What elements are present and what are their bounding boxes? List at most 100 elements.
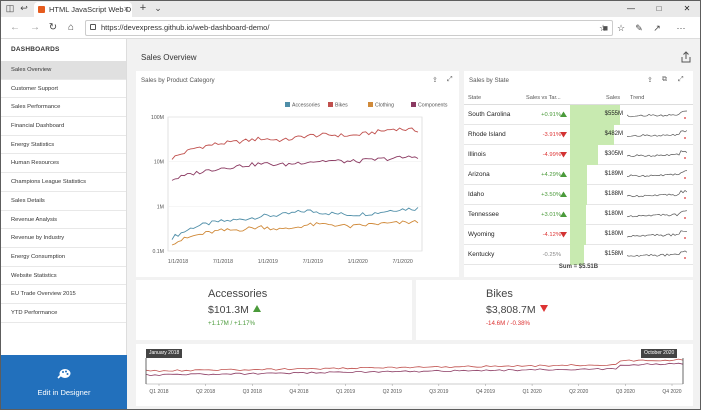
legend-item[interactable]: Components: [411, 102, 447, 109]
sales-value: $180M: [604, 211, 623, 217]
trend-sparkline: [627, 170, 687, 179]
product-category-chart-card: Sales by Product Category ⇪ ⤢ Accessorie…: [136, 71, 459, 277]
chart-export-icon[interactable]: ⇪: [432, 77, 438, 84]
chart-maximize-icon[interactable]: ⤢: [447, 76, 453, 83]
export-icon[interactable]: [680, 51, 692, 63]
edit-in-designer-button[interactable]: Edit in Designer: [1, 355, 127, 409]
designer-icon: [57, 369, 71, 379]
col-sales[interactable]: Sales: [606, 95, 620, 101]
legend-swatch: [285, 102, 290, 107]
table-row[interactable]: Arizona +4.29% $189M: [464, 165, 693, 185]
state-name: Illinois: [468, 151, 486, 158]
browser-tab[interactable]: HTML JavaScript Web D ×: [34, 2, 132, 17]
grid-export-icon[interactable]: ⇪: [647, 77, 653, 84]
legend-swatch: [411, 102, 416, 107]
dashboard-sidebar: DASHBOARDS Sales Overview Customer Suppor…: [1, 39, 127, 409]
x-tick-label: 1/1/2020: [348, 259, 368, 265]
trend-sparkline: [627, 130, 687, 139]
reading-view-icon[interactable]: ■: [602, 23, 608, 33]
state-name: Arizona: [468, 171, 490, 178]
legend-item[interactable]: Bikes: [328, 102, 348, 109]
back-tabs-icon[interactable]: ↩: [20, 3, 28, 13]
sidebar-item[interactable]: Human Resources: [1, 154, 126, 174]
sales-bar: [570, 185, 587, 205]
url-field[interactable]: https://devexpress.github.io/web-dashboa…: [85, 20, 613, 36]
state-name: Kentucky: [468, 251, 495, 258]
tab-actions-icon[interactable]: ◫: [5, 3, 15, 13]
sidebar-item[interactable]: Energy Statistics: [1, 136, 126, 155]
sales-vs-target: +3.01%: [541, 211, 561, 218]
table-row[interactable]: Illinois -4.99% $305M: [464, 145, 693, 165]
sidebar-item[interactable]: EU Trade Overview 2015: [1, 285, 126, 304]
x-tick-label: 7/1/2018: [213, 259, 233, 265]
sidebar-item[interactable]: Sales Overview: [1, 61, 126, 80]
favorites-hub-icon[interactable]: ☆: [616, 23, 626, 33]
pen-icon[interactable]: ✎: [635, 23, 643, 33]
kpi-card-bikes: Bikes $3,808.7M -14.6M / -0.38%: [416, 280, 693, 340]
table-row[interactable]: Rhode Island -3.91% $482M: [464, 125, 693, 145]
back-arrow-icon[interactable]: ←: [10, 22, 20, 33]
sidebar-item[interactable]: Revenue by Industry: [1, 229, 126, 248]
legend-label: Clothing: [375, 102, 395, 109]
sidebar-item[interactable]: Energy Consumption: [1, 248, 126, 267]
close-tab-icon[interactable]: ×: [123, 4, 129, 14]
sales-vs-target: -4.12%: [542, 231, 561, 238]
y-tick-label: 0.1M: [152, 249, 164, 255]
col-state[interactable]: State: [468, 95, 482, 101]
home-icon[interactable]: ⌂: [67, 22, 75, 33]
sidebar-item[interactable]: Website Statistics: [1, 267, 126, 286]
tab-list-chevron-icon[interactable]: ⌄: [154, 3, 162, 13]
forward-arrow-icon[interactable]: →: [30, 22, 40, 33]
range-tick-label: Q1 2019: [336, 389, 355, 395]
legend-item[interactable]: Clothing: [368, 102, 394, 109]
sales-value: $188M: [604, 191, 623, 197]
table-row[interactable]: Wyoming -4.12% $180M: [464, 225, 693, 245]
new-tab-icon[interactable]: +: [139, 2, 147, 14]
kpi-card-accessories: Accessories $101.3M +1.17M / +1.17%: [136, 280, 412, 340]
range-tick-label: Q4 2018: [289, 389, 308, 395]
trend-sparkline: [627, 250, 687, 259]
grid-maximize-icon[interactable]: ⤢: [678, 76, 684, 83]
sales-vs-target: -4.99%: [542, 151, 561, 158]
sidebar-item[interactable]: Revenue Analysis: [1, 211, 126, 230]
sales-bar: [570, 205, 586, 225]
col-trend[interactable]: Trend: [630, 95, 645, 101]
legend-item[interactable]: Accessories: [285, 102, 320, 109]
series-line: [171, 155, 419, 181]
chart-title: Sales by Product Category: [141, 77, 215, 84]
range-chart-svg[interactable]: Q1 2018 Q2 2018 Q3 2018 Q4 2018 Q1 2019 Q2 20…: [136, 344, 693, 406]
range-tick-label: Q1 2018: [149, 389, 168, 395]
table-row[interactable]: South Carolina +0.91% $555M: [464, 105, 693, 125]
more-options-icon[interactable]: ···: [676, 23, 686, 33]
state-name: Tennessee: [468, 211, 499, 218]
maximize-icon[interactable]: □: [656, 4, 662, 13]
table-row[interactable]: Kentucky -0.25% $158M: [464, 245, 693, 265]
table-row[interactable]: Idaho +3.50% $188M: [464, 185, 693, 205]
sidebar-item[interactable]: Sales Details: [1, 192, 126, 211]
range-end-label: October 2020: [641, 349, 678, 358]
grid-multiselect-icon[interactable]: ⧉: [662, 76, 667, 83]
sidebar-item[interactable]: Financial Dashboard: [1, 117, 126, 136]
down-arrow-icon: [539, 305, 548, 312]
refresh-icon[interactable]: ↻: [48, 22, 58, 33]
down-arrow-icon: [560, 152, 567, 158]
table-row[interactable]: Tennessee +3.01% $180M: [464, 205, 693, 225]
legend-label: Bikes: [335, 102, 348, 109]
close-window-icon[interactable]: ✕: [683, 4, 691, 13]
url-text: https://devexpress.github.io/web-dashboa…: [101, 23, 270, 32]
range-filter-card: January 2018 October 2020 Q1 2018 Q2 2018…: [136, 344, 693, 406]
sales-value: $180M: [604, 231, 623, 237]
favorite-star-icon[interactable]: ☆: [598, 23, 608, 33]
sidebar-item[interactable]: YTD Performance: [1, 304, 126, 323]
share-icon[interactable]: ↗: [653, 23, 661, 33]
col-sales-vs-target[interactable]: Sales vs Tar...: [526, 95, 561, 101]
legend-swatch: [328, 102, 333, 107]
sidebar-item[interactable]: Sales Performance: [1, 98, 126, 118]
sales-bar: [570, 145, 598, 165]
sidebar-header: DASHBOARDS: [11, 46, 60, 53]
minimize-icon[interactable]: —: [627, 4, 635, 13]
sidebar-item[interactable]: Customer Support: [1, 80, 126, 99]
sidebar-item[interactable]: Champions League Statistics: [1, 173, 126, 192]
dashboard-main: Sales Overview Sales by Product Category…: [127, 39, 700, 409]
up-arrow-icon: [560, 191, 567, 197]
